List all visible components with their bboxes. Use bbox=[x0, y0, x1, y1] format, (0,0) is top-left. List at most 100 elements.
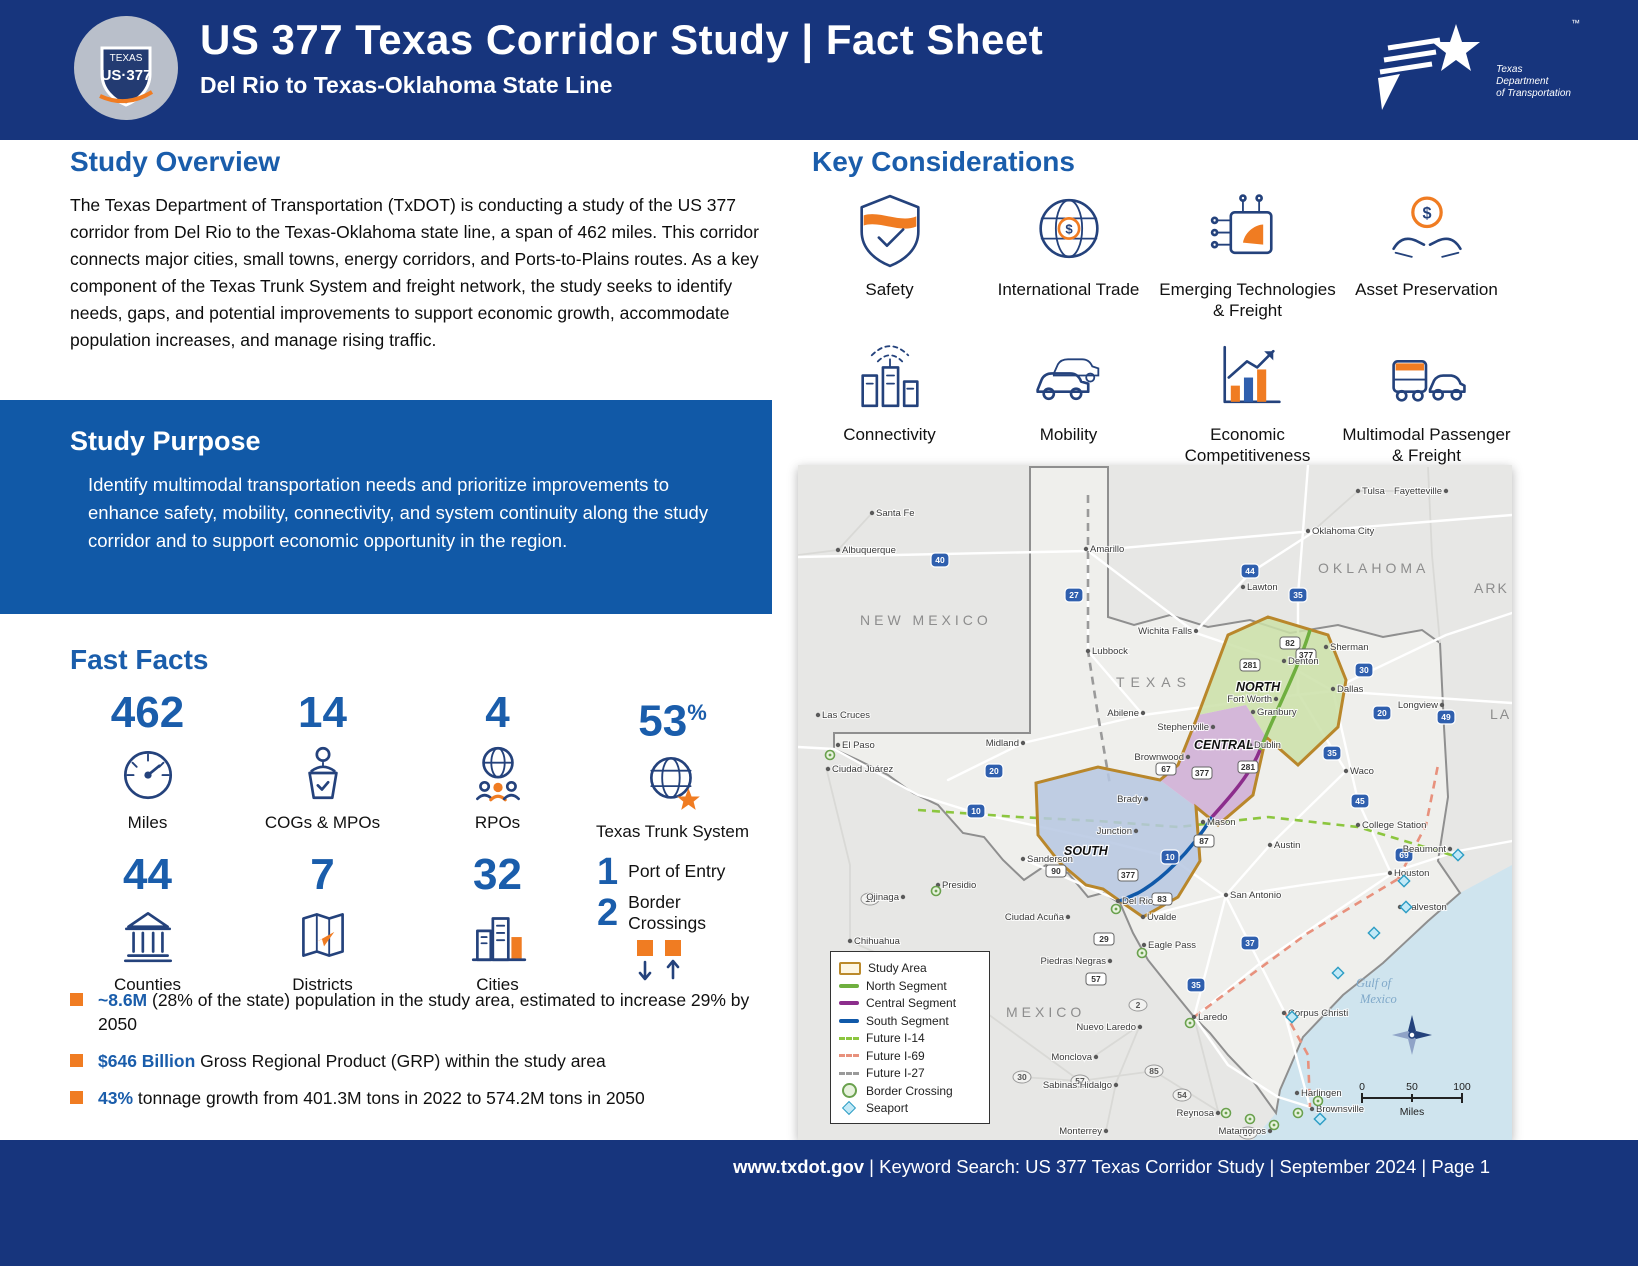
city-dot bbox=[1103, 1128, 1109, 1134]
consideration-multimodal-label: Multimodal Passenger & Freight bbox=[1342, 425, 1511, 465]
city-dot bbox=[835, 742, 841, 748]
city-dot bbox=[1343, 768, 1349, 774]
mexico-route-shield bbox=[860, 892, 880, 906]
consideration-connectivity: Connectivity bbox=[800, 331, 979, 466]
city-label: Brownsville bbox=[1316, 1104, 1364, 1115]
fact-miles-label: Miles bbox=[127, 813, 168, 832]
page-title: US 377 Texas Corridor Study | Fact Sheet bbox=[200, 16, 1044, 63]
fact-trunk-system: 53% Texas Trunk System bbox=[585, 690, 760, 842]
svg-text:10: 10 bbox=[1165, 852, 1175, 862]
city-dot bbox=[1294, 1090, 1300, 1096]
city-label: Fayetteville bbox=[1394, 486, 1442, 497]
seaport-marker bbox=[1397, 874, 1411, 888]
growth-chart-icon bbox=[1222, 345, 1281, 404]
bullet-grp: $646 Billion Gross Regional Product (GRP… bbox=[70, 1049, 784, 1073]
city-dot bbox=[869, 510, 875, 516]
city-dot bbox=[1323, 644, 1329, 650]
study-purpose-heading: Study Purpose bbox=[70, 426, 261, 456]
page-subtitle: Del Rio to Texas-Oklahoma State Line bbox=[200, 72, 613, 98]
future-i27-swatch bbox=[839, 1071, 859, 1075]
border-crossings-value: 2 bbox=[597, 891, 619, 934]
svg-text:35: 35 bbox=[1191, 980, 1201, 990]
header-bar: TEXAS US·377 US 377 Texas Corridor Study… bbox=[0, 0, 1638, 140]
city-label: Sabinas Hidalgo bbox=[1043, 1080, 1112, 1091]
study-overview-paragraph: The Texas Department of Transportation (… bbox=[70, 195, 759, 350]
city-dot bbox=[1193, 628, 1199, 634]
gulf-water bbox=[1253, 865, 1512, 1140]
fact-counties: 44 Counties bbox=[60, 851, 235, 995]
city-dot bbox=[1210, 724, 1216, 730]
mexico-route-shield bbox=[1012, 1070, 1032, 1084]
us-route-shield bbox=[1155, 762, 1177, 776]
label-mexico: MEXICO bbox=[1006, 1004, 1085, 1020]
fact-miles-value: 462 bbox=[110, 688, 185, 737]
svg-text:281: 281 bbox=[1241, 762, 1255, 772]
fact-cogs-mpos: 14 COGs & MPOs bbox=[235, 690, 410, 842]
consideration-mobility: Mobility bbox=[979, 331, 1158, 466]
seaport-marker bbox=[1367, 926, 1381, 940]
city-label: Chihuahua bbox=[854, 936, 901, 947]
city-dot bbox=[1330, 686, 1336, 692]
study-overview-heading: Study Overview bbox=[70, 146, 281, 177]
consideration-asset-preservation: $ Asset Preservation bbox=[1337, 186, 1516, 321]
route-shields: 4027443535302020101045693735493772818237… bbox=[860, 552, 1456, 1140]
multimodal-vehicles-icon bbox=[1391, 360, 1466, 402]
legend-future-i14: Future I-14 bbox=[866, 1031, 925, 1046]
label-south-segment: SOUTH bbox=[1064, 844, 1109, 858]
city-dot bbox=[1273, 696, 1279, 702]
label-ark: ARK bbox=[1474, 580, 1509, 596]
legend-study-area: Study Area bbox=[868, 961, 927, 976]
city-label: Dublin bbox=[1254, 740, 1281, 751]
consideration-trade-label: International Trade bbox=[997, 280, 1140, 299]
central-segment-area bbox=[1160, 705, 1266, 825]
city-dot bbox=[1443, 488, 1449, 494]
seaport-marker bbox=[1451, 848, 1465, 862]
city-label: Junction bbox=[1097, 826, 1132, 837]
consideration-connectivity-label: Connectivity bbox=[843, 425, 936, 444]
fact-border-crossings: 1 Port of Entry 2 Border Crossings bbox=[585, 852, 760, 995]
fast-facts-heading: Fast Facts bbox=[70, 644, 209, 675]
city-label: Ciudad Acuña bbox=[1005, 912, 1065, 923]
fact-cities-value: 32 bbox=[473, 849, 522, 899]
consideration-asset-label: Asset Preservation bbox=[1355, 280, 1498, 299]
seaport-marker bbox=[1399, 900, 1413, 914]
us-route-shield bbox=[1239, 658, 1261, 672]
city-dot bbox=[1223, 892, 1229, 898]
svg-text:2: 2 bbox=[1136, 1000, 1141, 1010]
hands-dollar-icon: $ bbox=[1391, 196, 1462, 258]
city-label: Corpus Christi bbox=[1288, 1008, 1348, 1019]
city-labels: Santa Fe Albuquerque Oklahoma City Tulsa Fay… bbox=[815, 485, 1453, 1138]
city-dot bbox=[1200, 819, 1206, 825]
svg-text:54: 54 bbox=[1177, 1090, 1187, 1100]
city-label: Brady bbox=[1117, 794, 1142, 805]
city-dot bbox=[1140, 914, 1146, 920]
fact-cogs-value: 14 bbox=[298, 688, 347, 737]
connected-city-icon bbox=[860, 345, 919, 408]
footer-details: | Keyword Search: US 377 Texas Corridor … bbox=[864, 1156, 1490, 1177]
legend-central-segment: Central Segment bbox=[866, 996, 957, 1011]
city-dot bbox=[1113, 1082, 1119, 1088]
city-label: Lawton bbox=[1247, 582, 1278, 593]
city-dot bbox=[835, 547, 841, 553]
label-north-segment: NORTH bbox=[1236, 680, 1281, 694]
city-dot bbox=[1447, 846, 1453, 852]
city-label: Mason bbox=[1207, 817, 1236, 828]
study-purpose-paragraph: Identify multimodal transportation needs… bbox=[88, 474, 709, 551]
central-segment-swatch bbox=[839, 1001, 859, 1006]
svg-text:377: 377 bbox=[1121, 870, 1135, 880]
port-of-entry-value: 1 bbox=[597, 850, 619, 893]
legend-south-segment: South Segment bbox=[866, 1013, 949, 1028]
south-segment-swatch bbox=[839, 1018, 859, 1023]
svg-text:57: 57 bbox=[1091, 974, 1101, 984]
city-dot bbox=[1215, 1110, 1221, 1116]
fact-trunk-value: 53 bbox=[638, 696, 688, 746]
map-svg: 4027443535302020101045693735493772818237… bbox=[798, 465, 1512, 1140]
consideration-safety: Safety bbox=[800, 186, 979, 321]
mexico-route-shield bbox=[1238, 1126, 1258, 1140]
svg-text:35: 35 bbox=[1293, 590, 1303, 600]
interstate-shield bbox=[966, 803, 986, 819]
city-label: Sanderson bbox=[1027, 854, 1073, 865]
interstate-shield bbox=[984, 763, 1004, 779]
svg-text:82: 82 bbox=[1285, 638, 1295, 648]
label-new-mexico: NEW MEXICO bbox=[860, 612, 992, 628]
